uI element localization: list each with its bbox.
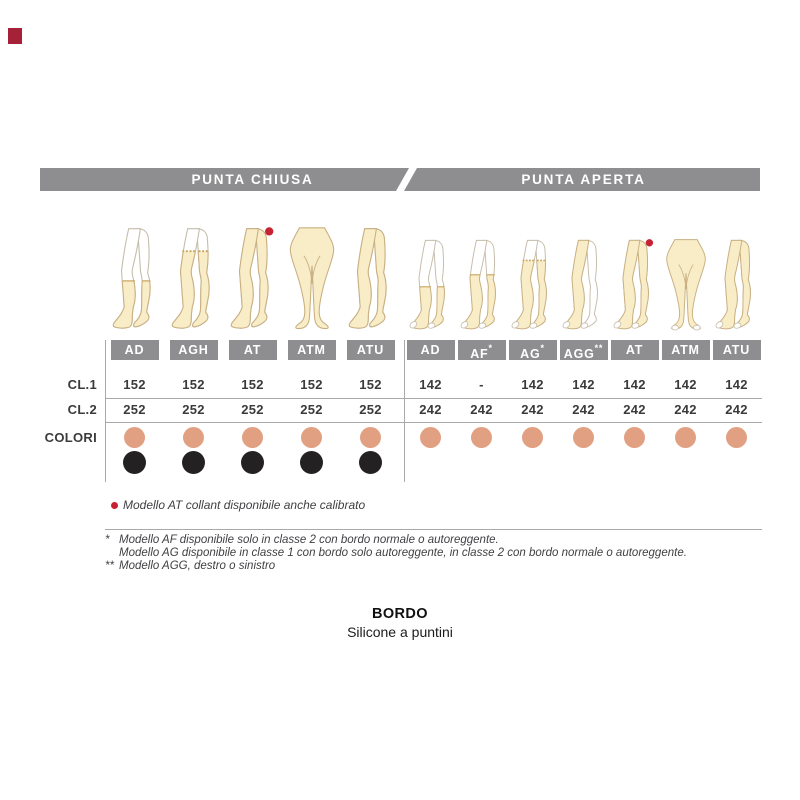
footnote-agg: ** Modello AGG, destro o sinistro (105, 560, 275, 572)
leg-figure-punta-aperta-ATU (713, 212, 761, 334)
cl2-value: 242 (623, 402, 646, 417)
footnote-star: * (105, 534, 110, 546)
cl1-value: 142 (419, 377, 442, 392)
color-dot-beige (183, 427, 204, 448)
footnote-double-star: ** (105, 560, 114, 572)
cl1-value: 152 (359, 377, 382, 392)
model-chip-punta-chiusa-AT: AT (228, 340, 277, 360)
row-label-colori: COLORI (44, 430, 97, 445)
bordo-title: BORDO (372, 606, 428, 622)
leg-figure-punta-aperta-AGG (560, 212, 608, 334)
cl1-value: 142 (674, 377, 697, 392)
color-dot-black (241, 451, 264, 474)
footnote-ag: Modello AG disponibile in classe 1 con b… (105, 547, 687, 559)
table-middle-border (404, 340, 405, 482)
footnote-af: * Modello AF disponibile solo in classe 2… (105, 534, 499, 546)
color-dot-beige (420, 427, 441, 448)
footnote-ag-text: Modello AG disponibile in classe 1 con b… (119, 547, 687, 559)
color-dot-black (359, 451, 382, 474)
cl2-value: 242 (725, 402, 748, 417)
leg-figure-punta-aperta-AD (407, 212, 455, 334)
bordo-subtitle: Silicone a puntini (347, 624, 453, 640)
cl1-value: - (479, 377, 484, 392)
model-chip-punta-aperta-AGG: AGG** (559, 340, 608, 361)
model-chip-punta-aperta-ATM: ATM (661, 340, 710, 360)
color-dot-beige (726, 427, 747, 448)
leg-figure-punta-aperta-AG (509, 212, 557, 334)
leg-figure-punta-chiusa-ATM (285, 212, 339, 334)
red-bullet-icon (111, 501, 118, 509)
color-dot-beige (624, 427, 645, 448)
cl2-value: 252 (300, 402, 323, 417)
model-chip-punta-aperta-AT: AT (610, 340, 659, 360)
cl1-value: 142 (623, 377, 646, 392)
color-dot-beige (301, 427, 322, 448)
cl1-value: 152 (182, 377, 205, 392)
cl2-value: 252 (123, 402, 146, 417)
leg-figure-punta-aperta-AF (458, 212, 506, 334)
leg-figure-punta-chiusa-AT (226, 212, 280, 334)
color-dot-beige (242, 427, 263, 448)
banner-open-toe-label: PUNTA APERTA (521, 172, 646, 187)
cl1-value: 152 (123, 377, 146, 392)
table-rule-cl2 (105, 422, 762, 423)
leg-figure-punta-chiusa-AD (108, 212, 162, 334)
model-chip-punta-aperta-AG: AG* (508, 340, 557, 361)
table-rule-cl1 (105, 398, 762, 399)
model-chip-punta-chiusa-AGH: AGH (169, 340, 218, 360)
color-dot-beige (573, 427, 594, 448)
footnote-divider (105, 529, 762, 530)
cl2-value: 252 (182, 402, 205, 417)
leg-figure-punta-chiusa-AGH (167, 212, 221, 334)
row-label-cl1: CL.1 (67, 377, 97, 392)
cl2-value: 252 (359, 402, 382, 417)
banner-open-toe (404, 168, 760, 191)
model-chip-punta-aperta-AF: AF* (457, 340, 506, 361)
cl1-value: 142 (572, 377, 595, 392)
leg-figure-punta-aperta-AT (611, 212, 659, 334)
color-dot-beige (522, 427, 543, 448)
banner-closed-toe (40, 168, 409, 191)
color-dot-beige (124, 427, 145, 448)
model-chip-punta-aperta-AD: AD (406, 340, 455, 360)
color-dot-black (123, 451, 146, 474)
color-dot-black (182, 451, 205, 474)
color-dot-black (300, 451, 323, 474)
cl2-value: 242 (470, 402, 493, 417)
cl2-value: 242 (521, 402, 544, 417)
cl1-value: 152 (241, 377, 264, 392)
red-dot-footnote: Modello AT collant disponibile anche cal… (111, 498, 365, 512)
footnote-af-text: Modello AF disponibile solo in classe 2 … (119, 534, 499, 546)
color-dot-beige (675, 427, 696, 448)
cl2-value: 242 (419, 402, 442, 417)
cl2-value: 242 (674, 402, 697, 417)
color-dot-beige (471, 427, 492, 448)
brand-logo-mark (8, 28, 22, 44)
cl2-value: 242 (572, 402, 595, 417)
leg-figure-punta-chiusa-ATU (344, 212, 398, 334)
model-chip-punta-chiusa-AD: AD (110, 340, 159, 360)
cl1-value: 152 (300, 377, 323, 392)
cl1-value: 142 (521, 377, 544, 392)
red-dot-footnote-text: Modello AT collant disponibile anche cal… (123, 498, 366, 512)
model-chip-punta-chiusa-ATM: ATM (287, 340, 336, 360)
cl1-value: 142 (725, 377, 748, 392)
banner-closed-toe-label: PUNTA CHIUSA (191, 172, 314, 187)
footnote-agg-text: Modello AGG, destro o sinistro (119, 560, 276, 572)
model-chip-punta-chiusa-ATU: ATU (346, 340, 395, 360)
cl2-value: 252 (241, 402, 264, 417)
leg-figure-punta-aperta-ATM (662, 212, 710, 334)
model-chip-punta-aperta-ATU: ATU (712, 340, 761, 360)
table-left-border (105, 340, 106, 482)
color-dot-beige (360, 427, 381, 448)
row-label-cl2: CL.2 (67, 402, 97, 417)
